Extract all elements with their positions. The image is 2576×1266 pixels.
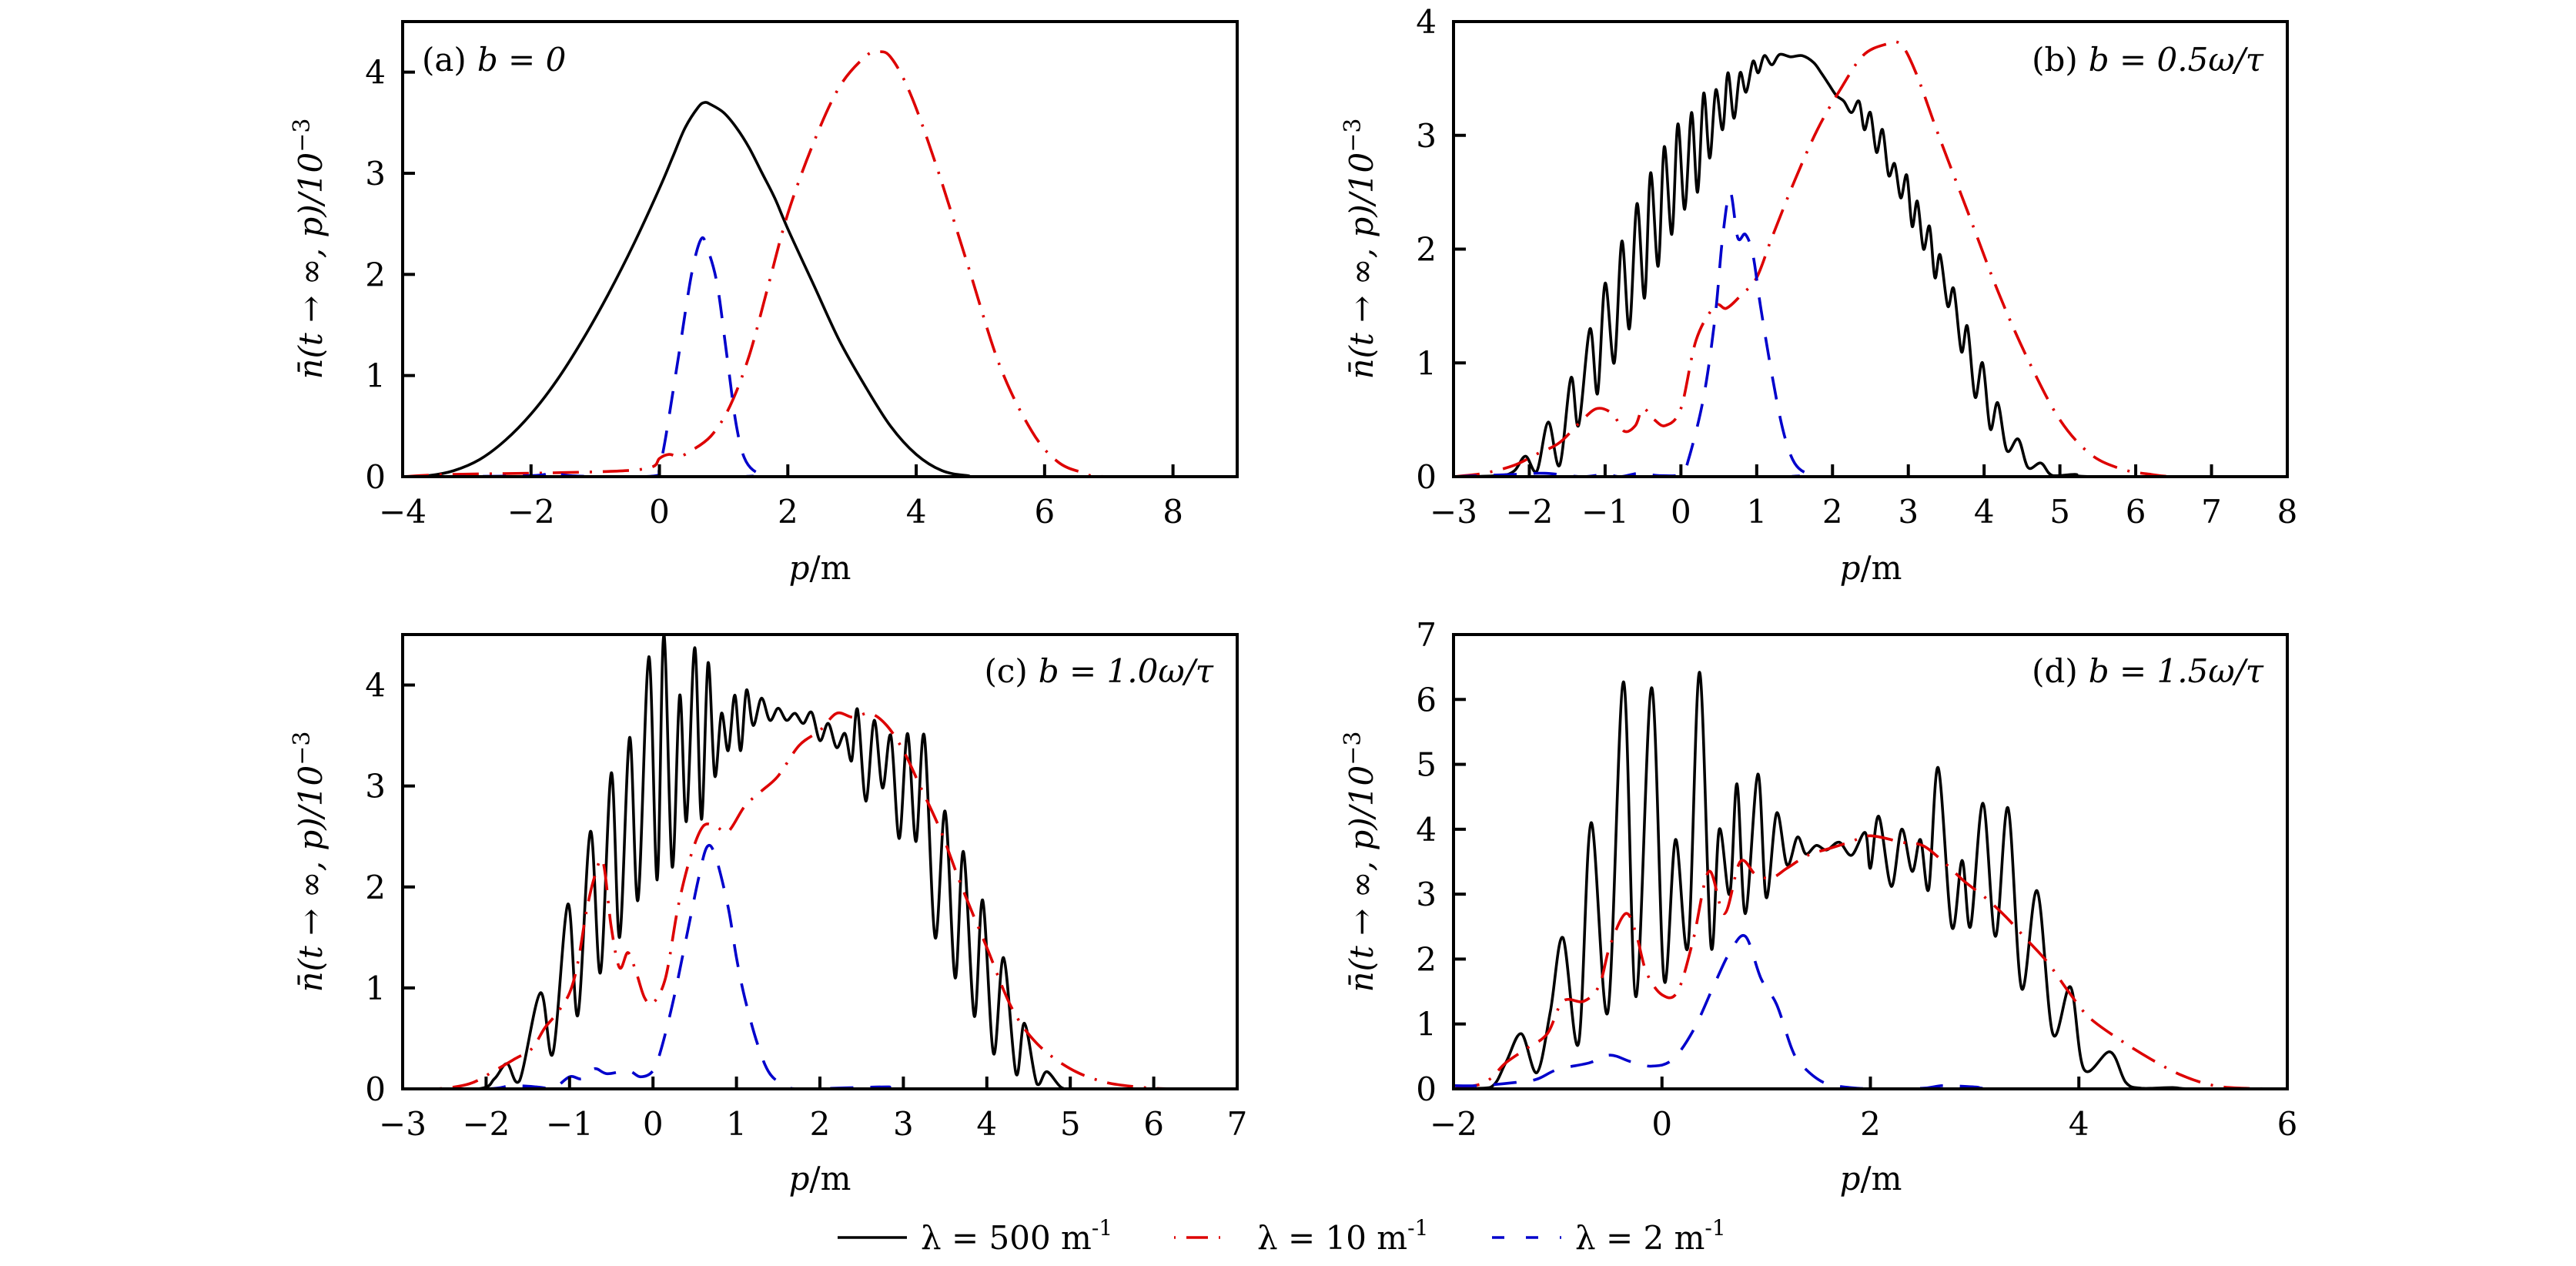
panel-b-label: (b) b = 0.5ω/τ xyxy=(2032,41,2264,79)
panel-b-xtick-label: −3 xyxy=(1430,493,1477,531)
panel-c-xtick-label: −2 xyxy=(462,1105,510,1143)
panel-c-series-solid xyxy=(403,633,1237,1090)
panel-a-ytick-label: 2 xyxy=(365,256,386,293)
panel-d-ytick-label: 0 xyxy=(1416,1070,1437,1108)
panel-a-ytick-label: 1 xyxy=(365,357,386,395)
panel-c-label: (c) b = 1.0ω/τ xyxy=(984,652,1213,690)
panel-c-ytick-label: 2 xyxy=(365,869,386,906)
panel-d-ytick-label: 5 xyxy=(1416,746,1437,784)
panel-d-xtick-label: 0 xyxy=(1651,1105,1672,1143)
panel-a-axes-frame xyxy=(401,20,1239,478)
legend-label-2: λ = 2 m-1 xyxy=(1575,1215,1726,1257)
panel-b-xtick-label: −1 xyxy=(1581,493,1629,531)
panel-b-ytick-label: 3 xyxy=(1416,117,1437,155)
panel-a-ylabel: n̄(t → ∞, p)/10−3 xyxy=(289,119,330,380)
panel-c-ytick-label: 0 xyxy=(365,1070,386,1108)
panel-c-xtick-label: 4 xyxy=(976,1105,997,1143)
panel-a-xtick-label: 6 xyxy=(1034,493,1055,531)
legend-label-10: λ = 10 m-1 xyxy=(1257,1215,1428,1257)
panel-c-xtick-label: 7 xyxy=(1227,1105,1248,1143)
panel-b-ylabel: n̄(t → ∞, p)/10−3 xyxy=(1340,119,1380,380)
panel-b: −3 −2 −1 0 1 2 3 4 5 6 7 8 0 1 2 3 4 (b) b = 0.5ω/τ p/m n… xyxy=(1340,3,2297,587)
panel-c-xlabel: p/m xyxy=(789,1160,851,1197)
panel-c-ylabel: n̄(t → ∞, p)/10−3 xyxy=(289,732,330,993)
panel-c-xtick-label: 6 xyxy=(1143,1105,1164,1143)
panel-a-series-dashdot xyxy=(402,50,1237,478)
panel-d-ytick-label: 6 xyxy=(1416,681,1437,718)
panel-d-series-solid xyxy=(1453,671,2287,1090)
panel-c-xtick-label: 2 xyxy=(810,1105,831,1143)
panel-a: −4 −2 0 2 4 6 8 0 1 2 3 4 (a) b = 0 p/m n̄(t → ∞, p)… xyxy=(289,20,1239,587)
panel-c-ytick-label: 3 xyxy=(365,768,386,805)
panel-a-xtick-label: 0 xyxy=(649,493,670,531)
panel-d-series-dashdot xyxy=(1453,834,2288,1090)
panel-a-series-solid xyxy=(402,101,1237,478)
panel-a-ytick-label: 3 xyxy=(365,155,386,193)
panel-b-xtick-label: 7 xyxy=(2201,493,2222,531)
legend-item-10: λ = 10 m-1 xyxy=(1174,1215,1428,1257)
panel-c-ticks: −3 −2 −1 0 1 2 3 4 5 6 7 0 1 2 3 4 xyxy=(365,667,1247,1143)
legend-item-2: λ = 2 m-1 xyxy=(1492,1215,1726,1257)
panel-b-series-dashed xyxy=(1453,190,2287,478)
panel-c-xtick-label: −1 xyxy=(546,1105,594,1143)
panel-b-xtick-label: 2 xyxy=(1822,493,1843,531)
panel-b-series-solid xyxy=(1453,52,2287,478)
panel-d-xtick-label: 6 xyxy=(2277,1105,2298,1143)
panel-a-xtick-label: 2 xyxy=(778,493,798,531)
panel-d-ytick-label: 2 xyxy=(1416,940,1437,978)
panel-a-ytick-label: 0 xyxy=(365,458,386,496)
legend-label-500: λ = 500 m-1 xyxy=(921,1215,1112,1257)
panel-a-label: (a) b = 0 xyxy=(422,41,566,79)
panel-c-ytick-label: 1 xyxy=(365,970,386,1007)
panel-d-ytick-label: 7 xyxy=(1416,616,1437,654)
panel-d-series xyxy=(1453,671,2288,1090)
panel-d-ylabel: n̄(t → ∞, p)/10−3 xyxy=(1340,732,1380,993)
panel-a-xtick-label: −2 xyxy=(507,493,555,531)
panel-c: −3 −2 −1 0 1 2 3 4 5 6 7 0 1 2 3 4 (c) b = 1.0ω/τ p/m n̄… xyxy=(289,633,1247,1197)
panel-c-xtick-label: 5 xyxy=(1060,1105,1081,1143)
panel-a-xlabel: p/m xyxy=(789,549,851,587)
legend: λ = 500 m-1 λ = 10 m-1 λ = 2 m-1 xyxy=(838,1215,1726,1257)
panel-d-label: (d) b = 1.5ω/τ xyxy=(2032,652,2264,690)
panel-b-xtick-label: 8 xyxy=(2277,493,2298,531)
panel-d-ytick-label: 4 xyxy=(1416,811,1437,849)
panel-b-ytick-label: 4 xyxy=(1416,3,1437,41)
panel-a-xtick-label: 8 xyxy=(1163,493,1183,531)
panel-b-xlabel: p/m xyxy=(1840,549,1902,587)
panel-c-xtick-label: 0 xyxy=(643,1105,664,1143)
panel-b-xtick-label: 4 xyxy=(1974,493,1995,531)
panel-b-xtick-label: 0 xyxy=(1671,493,1691,531)
panel-b-ticks: −3 −2 −1 0 1 2 3 4 5 6 7 8 0 1 2 3 4 xyxy=(1416,3,2297,531)
panel-b-ytick-label: 1 xyxy=(1416,344,1437,382)
panel-b-xtick-label: −2 xyxy=(1505,493,1553,531)
panel-d-ytick-label: 1 xyxy=(1416,1006,1437,1043)
panel-d-xtick-label: −2 xyxy=(1430,1105,1477,1143)
panel-c-xtick-label: −3 xyxy=(379,1105,427,1143)
panel-b-xtick-label: 6 xyxy=(2126,493,2146,531)
panel-b-xtick-label: 1 xyxy=(1746,493,1767,531)
panel-a-xtick-label: −4 xyxy=(379,493,427,531)
panel-d-xtick-label: 4 xyxy=(2069,1105,2089,1143)
panel-d-xlabel: p/m xyxy=(1840,1160,1902,1197)
panel-b-xtick-label: 3 xyxy=(1898,493,1919,531)
panel-c-series-dashdot xyxy=(403,711,1237,1090)
panel-b-ytick-label: 2 xyxy=(1416,231,1437,269)
panel-d-series-dashed xyxy=(1453,934,2287,1090)
panel-b-xtick-label: 5 xyxy=(2049,493,2070,531)
panel-d-ytick-label: 3 xyxy=(1416,876,1437,913)
panel-b-ytick-label: 0 xyxy=(1416,458,1437,496)
panel-b-series-dashdot xyxy=(1453,40,2287,478)
panel-c-ytick-label: 4 xyxy=(365,667,386,705)
panel-d-xtick-label: 2 xyxy=(1860,1105,1881,1143)
panel-c-xtick-label: 1 xyxy=(726,1105,747,1143)
legend-item-500: λ = 500 m-1 xyxy=(838,1215,1112,1257)
panel-b-series xyxy=(1453,40,2287,478)
panel-c-xtick-label: 3 xyxy=(893,1105,914,1143)
panel-a-ticks: −4 −2 0 2 4 6 8 0 1 2 3 4 xyxy=(365,54,1183,531)
panel-a-ytick-label: 4 xyxy=(365,54,386,92)
panel-a-xtick-label: 4 xyxy=(906,493,927,531)
